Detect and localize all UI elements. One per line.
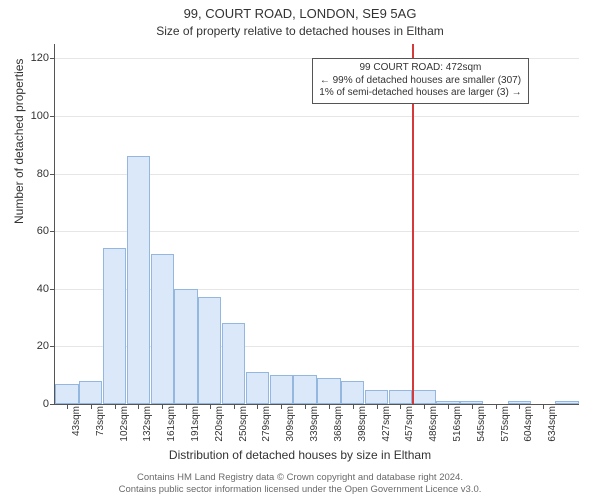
xtick-label: 132sqm [142,406,153,442]
xtick-label: 279sqm [261,406,272,442]
xtick-mark [377,404,378,409]
xtick-label: 43sqm [71,406,82,436]
xtick-label: 604sqm [523,406,534,442]
xtick-mark [234,404,235,409]
histogram-bar [55,384,78,404]
xtick-mark [353,404,354,409]
xtick-label: 73sqm [95,406,106,436]
histogram-bar [127,156,150,404]
xtick-label: 220sqm [214,406,225,442]
footer-attribution: Contains HM Land Registry data © Crown c… [0,472,600,496]
xtick-mark [91,404,92,409]
ytick-label: 0 [19,398,49,410]
xtick-label: 161sqm [166,406,177,442]
histogram-bar [270,375,293,404]
xtick-label: 634sqm [547,406,558,442]
ytick-label: 120 [19,52,49,64]
xtick-mark [472,404,473,409]
xtick-label: 398sqm [357,406,368,442]
xtick-label: 368sqm [333,406,344,442]
xtick-mark [210,404,211,409]
xtick-label: 250sqm [238,406,249,442]
histogram-bar [79,381,102,404]
annotation-line: 1% of semi-detached houses are larger (3… [319,87,521,100]
histogram-bar [222,323,245,404]
ytick-mark [50,58,55,59]
y-axis-title: Number of detached properties [12,59,26,224]
xtick-mark [257,404,258,409]
page-subtitle: Size of property relative to detached ho… [0,22,600,38]
plot-wrapper: 02040608010012043sqm73sqm102sqm132sqm161… [54,44,578,404]
ytick-mark [50,289,55,290]
grid-line [55,116,579,117]
histogram-bar [317,378,340,404]
xtick-label: 427sqm [381,406,392,442]
x-axis-title: Distribution of detached houses by size … [0,448,600,462]
plot-area: 02040608010012043sqm73sqm102sqm132sqm161… [54,44,579,405]
xtick-label: 309sqm [285,406,296,442]
ytick-label: 80 [19,168,49,180]
xtick-mark [424,404,425,409]
xtick-label: 545sqm [476,406,487,442]
xtick-mark [115,404,116,409]
xtick-label: 457sqm [404,406,415,442]
xtick-label: 486sqm [428,406,439,442]
histogram-bar [413,390,436,404]
ytick-mark [50,231,55,232]
xtick-label: 339sqm [309,406,320,442]
histogram-bar [103,248,126,404]
xtick-label: 102sqm [119,406,130,442]
xtick-mark [67,404,68,409]
ytick-label: 60 [19,225,49,237]
histogram-bar [293,375,316,404]
histogram-bar [341,381,364,404]
xtick-mark [138,404,139,409]
xtick-label: 516sqm [452,406,463,442]
xtick-label: 575sqm [500,406,511,442]
page-title: 99, COURT ROAD, LONDON, SE9 5AG [0,0,600,22]
ytick-mark [50,116,55,117]
annotation-box: 99 COURT ROAD: 472sqm← 99% of detached h… [312,58,528,104]
ytick-label: 40 [19,283,49,295]
xtick-mark [162,404,163,409]
histogram-bar [246,372,269,404]
xtick-mark [329,404,330,409]
xtick-mark [305,404,306,409]
xtick-mark [400,404,401,409]
ytick-mark [50,346,55,347]
xtick-mark [448,404,449,409]
xtick-mark [543,404,544,409]
histogram-bar [174,289,197,404]
footer-line-1: Contains HM Land Registry data © Crown c… [0,472,600,484]
annotation-line: 99 COURT ROAD: 472sqm [319,62,521,75]
xtick-mark [281,404,282,409]
footer-line-2: Contains public sector information licen… [0,484,600,496]
ytick-label: 20 [19,340,49,352]
xtick-mark [496,404,497,409]
annotation-line: ← 99% of detached houses are smaller (30… [319,75,521,88]
xtick-label: 191sqm [190,406,201,442]
ytick-mark [50,174,55,175]
histogram-bar [365,390,388,404]
histogram-bar [555,401,578,404]
ytick-label: 100 [19,110,49,122]
xtick-mark [186,404,187,409]
histogram-bar [151,254,174,404]
ytick-mark [50,404,55,405]
histogram-bar [198,297,221,404]
histogram-bar [389,390,412,404]
xtick-mark [519,404,520,409]
